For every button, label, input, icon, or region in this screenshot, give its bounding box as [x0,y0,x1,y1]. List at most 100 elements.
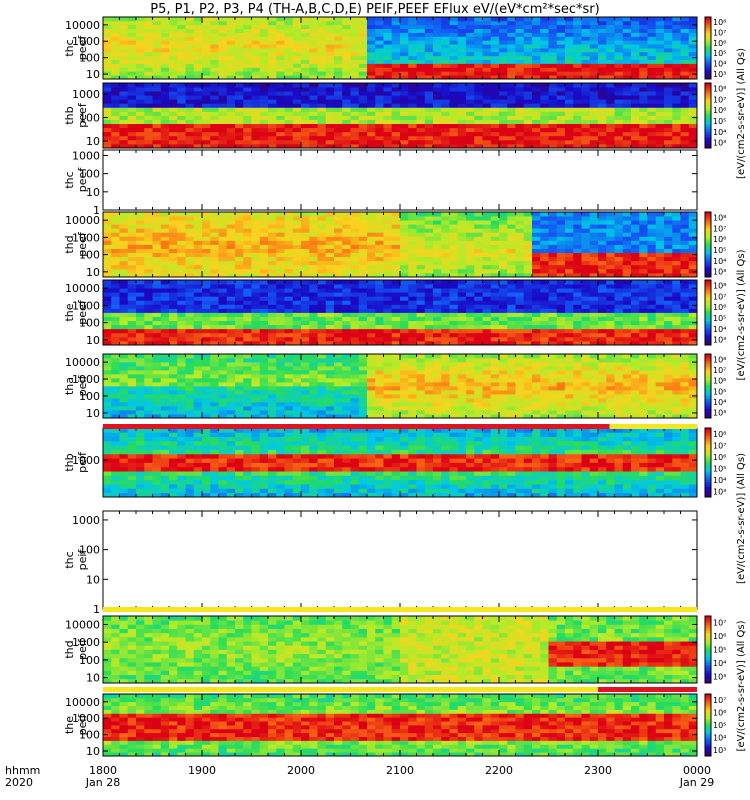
spectrogram-cell [589,99,599,104]
spectrogram-cell [490,268,500,274]
spectrogram-cell [416,75,426,80]
spectrogram-cell [218,32,228,37]
colorbar-swatch [705,125,711,128]
colorbar-swatch [705,268,711,271]
spectrogram-cell [400,115,409,120]
spectrogram-cell [441,252,450,258]
spectrogram-cell [152,324,162,330]
spectrogram-cell [433,36,442,41]
spectrogram-cell [391,40,401,45]
spectrogram-cell [226,296,236,301]
spectrogram-cell [325,260,335,266]
spectrogram-cell [606,75,615,80]
spectrogram-cell [532,272,541,278]
spectrogram-cell [276,71,285,76]
spectrogram-cell [408,83,417,88]
spectrogram-cell [177,51,186,57]
spectrogram-cell [540,28,549,33]
spectrogram-cell [606,20,615,26]
spectrogram-cell [614,224,624,229]
spectrogram-cell [309,308,318,313]
spectrogram-cell [111,256,120,262]
spectrogram-cell [325,143,335,149]
colorbar-swatch [705,135,711,137]
spectrogram-cell [424,320,434,326]
spectrogram-cell [251,115,261,120]
spectrogram-cell [598,83,607,88]
spectrogram-cell [391,67,401,72]
spectrogram-cell [202,127,211,133]
spectrogram-cell [317,36,327,41]
spectrogram-cell [111,127,120,133]
spectrogram-cell [243,312,252,317]
spectrogram-cell [416,67,426,72]
spectrogram-cell [614,87,624,92]
spectrogram-cell [103,332,112,338]
spectrogram-cell [292,143,302,149]
spectrogram-cell [325,131,335,137]
spectrogram-cell [342,67,351,72]
spectrogram-cell [688,91,698,96]
spectrogram-cell [268,304,277,309]
spectrogram-cell [301,75,310,80]
spectrogram-cell [441,248,450,254]
spectrogram-cell [664,28,673,33]
spectrogram-cell [152,224,162,229]
spectrogram-cell [532,115,541,120]
spectrogram-cell [490,316,500,322]
spectrogram-cell [119,111,129,116]
spectrogram-cell [556,55,566,61]
spectrogram-cell [226,107,236,112]
spectrogram-cell [565,308,574,313]
spectrogram-cell [655,228,665,233]
spectrogram-cell [136,300,145,305]
spectrogram-cell [276,264,285,270]
spectrogram-cell [292,63,302,68]
spectrogram-cell [367,143,376,149]
spectrogram-cell [548,332,558,338]
spectrogram-cell [664,248,673,254]
spectrogram-cell [532,131,541,137]
spectrogram-cell [111,67,120,72]
spectrogram-cell [482,340,492,346]
spectrogram-cell [556,20,566,26]
spectrogram-cell [169,123,178,129]
spectrogram-cell [251,268,261,274]
spectrogram-cell [334,308,343,313]
colorbar-tick-label: 10⁴ [713,257,726,266]
spectrogram-cell [688,139,698,145]
spectrogram-cell [169,236,178,241]
spectrogram-cell [457,284,467,289]
spectrogram-cell [424,308,434,313]
spectrogram-cell [581,268,591,274]
spectrogram-cell [383,91,393,96]
spectrogram-cell [144,252,153,258]
spectrogram-cell [226,236,236,241]
spectrogram-cell [367,332,376,338]
spectrogram-cell [482,55,492,61]
spectrogram-cell [672,71,681,76]
spectrogram-cell [606,220,615,225]
spectrogram-cell [598,17,607,22]
spectrogram-cell [664,123,673,129]
spectrogram-cell [606,127,615,133]
spectrogram-cell [532,324,541,330]
spectrogram-cell [391,44,401,49]
spectrogram-cell [474,340,483,346]
spectrogram-cell [424,119,434,125]
spectrogram-cell [284,99,294,104]
spectrogram-cell [152,316,162,322]
spectrogram-cell [606,288,615,293]
spectrogram-cell [334,123,343,129]
spectrogram-cell [490,95,500,100]
spectrogram-cell [540,228,549,233]
spectrogram-cell [556,220,566,225]
spectrogram-cell [614,220,624,225]
spectrogram-cell [226,55,236,61]
spectrogram-cell [589,252,599,258]
spectrogram-cell [342,268,351,274]
spectrogram-cell [466,40,475,45]
spectrogram-cell [523,111,533,116]
spectrogram-cell [581,59,591,64]
spectrogram-cell [565,59,574,64]
